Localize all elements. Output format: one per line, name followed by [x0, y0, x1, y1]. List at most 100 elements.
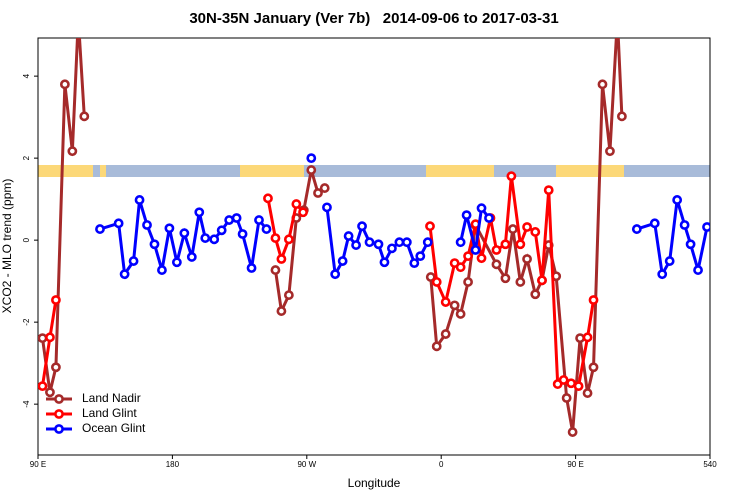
data-point: [38, 381, 48, 392]
ocean-band: [38, 165, 710, 177]
data-point: [537, 275, 547, 286]
legend-swatch-marker: [54, 409, 64, 419]
data-point: [530, 289, 541, 300]
data-point: [387, 243, 397, 254]
data-point: [566, 378, 577, 389]
data-point: [440, 297, 451, 307]
data-point: [113, 218, 124, 229]
land-band: [100, 165, 106, 177]
x-tick-label: 90 W: [297, 460, 316, 469]
data-point: [343, 231, 354, 241]
data-point: [476, 203, 487, 214]
data-point: [67, 146, 78, 157]
data-point: [409, 258, 420, 269]
data-point: [283, 234, 294, 245]
data-point: [657, 269, 668, 280]
data-point: [322, 202, 332, 213]
data-point: [515, 277, 526, 287]
data-point: [582, 388, 593, 398]
data-point: [261, 224, 272, 234]
data-point: [476, 253, 487, 264]
data-point: [422, 237, 433, 248]
data-point: [179, 228, 190, 239]
x-tick-label: 540: [703, 460, 717, 469]
legend-label: Ocean Glint: [82, 421, 146, 435]
data-point: [95, 224, 105, 234]
x-axis-label: Longitude: [348, 476, 401, 490]
data-point: [484, 213, 494, 223]
data-point: [588, 295, 599, 305]
y-tick-label: -2: [22, 318, 31, 326]
data-point: [522, 222, 532, 232]
land-band: [38, 165, 93, 177]
data-point: [319, 183, 330, 193]
data-point: [224, 215, 235, 225]
data-point: [415, 251, 426, 262]
data-point: [38, 333, 48, 344]
data-point: [134, 195, 145, 205]
data-point: [186, 252, 197, 262]
data-point: [216, 225, 227, 236]
data-point: [440, 329, 451, 339]
data-point: [246, 263, 257, 273]
x-tick-label: 90 E: [30, 460, 46, 469]
data-point: [291, 199, 302, 209]
data-point: [51, 362, 61, 373]
data-point: [500, 273, 511, 284]
data-point: [582, 332, 593, 343]
data-point: [394, 237, 405, 248]
data-point: [45, 332, 55, 343]
legend-label: Land Nadir: [82, 391, 141, 405]
data-point: [685, 239, 696, 250]
data-point: [237, 229, 248, 239]
data-point: [631, 224, 642, 234]
data-point: [142, 220, 152, 230]
data-point: [530, 227, 541, 237]
data-point: [157, 265, 167, 275]
y-tick-label: 0: [22, 237, 31, 242]
data-point: [351, 240, 361, 250]
x-tick-label: 0: [439, 460, 444, 469]
data-point: [149, 239, 160, 250]
plot-frame: [37, 37, 711, 456]
data-point: [455, 309, 466, 319]
legend-label: Land Glint: [82, 406, 137, 420]
series-line: [99, 199, 709, 279]
data-point: [330, 269, 341, 280]
data-point: [45, 387, 55, 398]
data-point: [693, 265, 703, 275]
land-ocean-strip: [38, 165, 710, 177]
data-point: [51, 295, 61, 305]
data-point: [605, 146, 615, 157]
data-point: [567, 427, 578, 437]
data-point: [194, 207, 205, 218]
data-point: [515, 239, 526, 250]
data-point: [449, 300, 460, 311]
data-point: [59, 79, 70, 90]
data-point: [270, 233, 281, 243]
data-point: [425, 221, 435, 232]
data-point: [588, 362, 599, 373]
data-point: [79, 111, 90, 122]
data-point: [507, 224, 518, 234]
land-band: [556, 165, 624, 177]
data-point: [337, 256, 348, 266]
data-point: [543, 185, 554, 196]
y-tick-label: 4: [22, 73, 31, 78]
data-point: [283, 290, 294, 300]
data-point: [672, 195, 683, 205]
land-band: [426, 165, 494, 177]
data-point: [614, 15, 621, 22]
data-point: [263, 193, 273, 204]
data-point: [500, 239, 511, 250]
legend-swatch-marker: [54, 394, 64, 404]
y-axis-label: XCO2 - MLO trend (ppm): [0, 179, 14, 314]
series-line: [40, 38, 624, 433]
data-point: [575, 333, 585, 344]
data-point: [401, 237, 412, 248]
data-point: [597, 79, 608, 90]
data-point: [171, 257, 182, 268]
data-point: [231, 213, 242, 223]
data-point: [491, 259, 502, 270]
